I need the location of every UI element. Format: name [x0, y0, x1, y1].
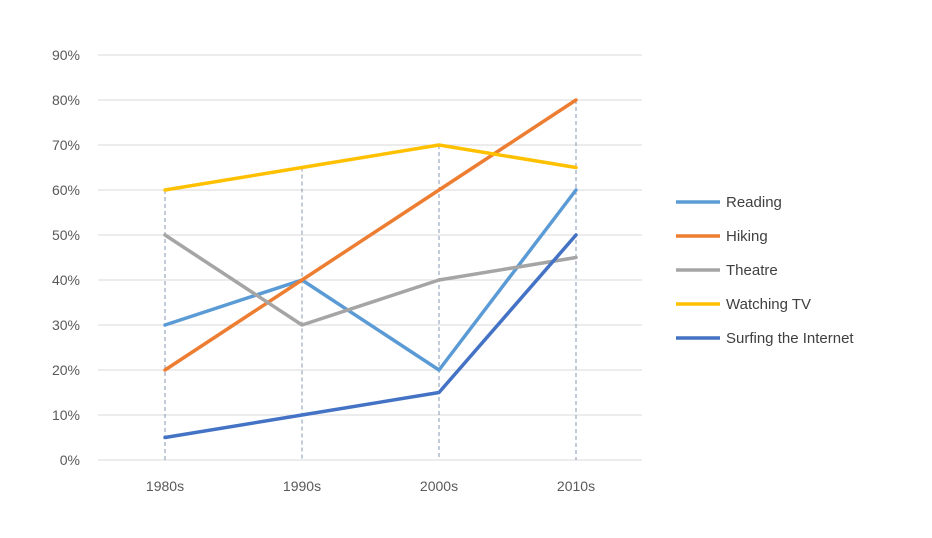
y-tick-label: 50%: [52, 227, 80, 243]
series-lines: [163, 98, 578, 440]
legend-label: Surfing the Internet: [726, 330, 854, 347]
series-line-hiking: [163, 98, 578, 372]
series-line-surfing-the-internet: [163, 233, 578, 440]
legend-label: Reading: [726, 194, 782, 211]
y-tick-label: 30%: [52, 317, 80, 333]
y-tick-label: 20%: [52, 362, 80, 378]
legend-label: Theatre: [726, 262, 778, 279]
gridlines: [98, 54, 642, 461]
x-tick-label: 2000s: [420, 478, 458, 494]
x-tick-label: 2010s: [557, 478, 595, 494]
legend-item: Surfing the Internet: [676, 330, 854, 347]
legend-item: Watching TV: [676, 296, 811, 313]
y-tick-label: 40%: [52, 272, 80, 288]
x-tick-label: 1990s: [283, 478, 321, 494]
legend-label: Watching TV: [726, 296, 811, 313]
series-line-reading: [163, 188, 578, 372]
legend-item: Reading: [676, 194, 782, 211]
y-tick-label: 80%: [52, 92, 80, 108]
legend-label: Hiking: [726, 228, 768, 245]
y-axis-ticks: 0% 10% 20% 30% 40% 50% 60% 70% 80% 90%: [52, 47, 80, 468]
y-tick-label: 60%: [52, 182, 80, 198]
y-tick-label: 10%: [52, 407, 80, 423]
legend-item: Theatre: [676, 262, 778, 279]
y-tick-label: 0%: [60, 452, 80, 468]
legend: Reading Hiking Theatre Watching TV Surfing t…: [676, 194, 854, 347]
series-line-theatre: [163, 233, 578, 327]
series-line-watching-tv: [163, 143, 578, 192]
x-axis-ticks: 1980s 1990s 2000s 2010s: [146, 478, 595, 494]
y-tick-label: 70%: [52, 137, 80, 153]
y-tick-label: 90%: [52, 47, 80, 63]
legend-item: Hiking: [676, 228, 768, 245]
x-tick-label: 1980s: [146, 478, 184, 494]
